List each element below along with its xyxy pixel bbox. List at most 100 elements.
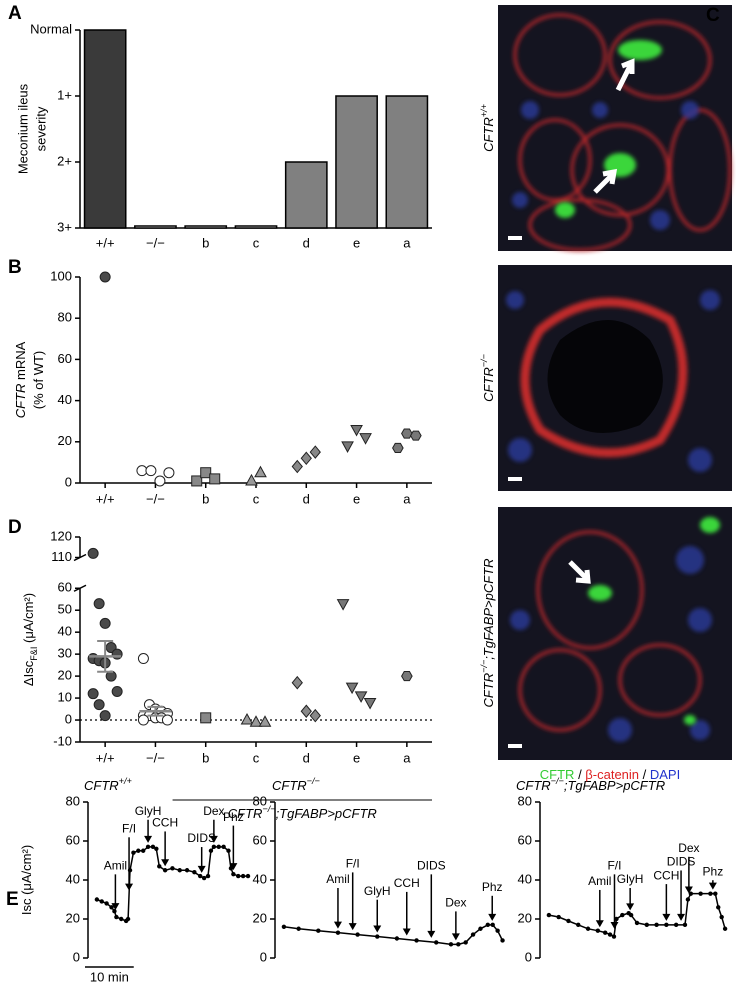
trace-point — [698, 891, 703, 896]
trace-point — [94, 897, 100, 902]
trace-point — [150, 844, 156, 850]
annotation: CCH — [394, 876, 420, 890]
point — [291, 675, 303, 690]
trace-point — [375, 934, 380, 939]
text-part: −/− — [479, 660, 489, 673]
y-tick-label: 20 — [518, 910, 532, 925]
trace-point — [485, 922, 491, 928]
point — [137, 714, 149, 726]
point — [245, 473, 258, 486]
micrograph — [498, 507, 732, 760]
trace-point — [201, 875, 207, 881]
trace-point — [198, 873, 203, 879]
text-part: −/− — [479, 354, 489, 367]
arrow-head — [197, 865, 206, 873]
trace-point — [546, 912, 552, 918]
y-tick-label: 80 — [58, 310, 72, 325]
annotation: Phz — [223, 810, 244, 824]
panel-letter: C — [706, 5, 720, 26]
y-tick-label: 100 — [50, 268, 72, 283]
text-part: / — [574, 767, 585, 782]
arrow-head — [144, 835, 153, 843]
trace-point — [281, 924, 287, 929]
image-label: CFTR+/+ — [479, 104, 496, 152]
x-tick-label: b — [202, 235, 209, 250]
point — [137, 653, 149, 665]
text-part: +/+ — [479, 104, 489, 117]
trace-point — [104, 901, 109, 906]
trace-point — [708, 891, 713, 896]
annotation: GlyH — [135, 804, 162, 818]
annotation: CCH — [653, 868, 679, 882]
annotation: F/I — [607, 859, 621, 873]
arrow-head — [595, 920, 604, 928]
y-tick-label: 50 — [58, 602, 72, 617]
text-part: +/+ — [119, 776, 132, 786]
trace-point — [245, 873, 251, 879]
trace-point — [456, 942, 461, 947]
trace-point — [566, 918, 571, 924]
x-tick-label: a — [403, 750, 411, 765]
text-part: −/− — [551, 776, 564, 786]
point — [258, 715, 272, 727]
point — [111, 685, 123, 697]
text-part: CFTR — [84, 778, 119, 793]
y-axis-label: ΔIscF&I (μA/cm²) — [21, 593, 39, 686]
bar — [385, 95, 429, 229]
point — [309, 445, 321, 459]
trace-point — [620, 912, 625, 918]
text-part: Isc (μA/cm²) — [19, 845, 34, 915]
trace-point — [316, 928, 321, 933]
arrow-head — [427, 930, 436, 938]
text-part: CFTR — [481, 117, 496, 152]
trace-point — [145, 844, 151, 850]
arrow-head — [677, 913, 686, 921]
trace-point — [192, 870, 197, 875]
trace-point — [644, 922, 649, 928]
annotation: Dex — [678, 841, 699, 855]
point — [87, 547, 99, 559]
bar — [284, 161, 328, 229]
bar — [184, 225, 228, 229]
y-tick-label: 60 — [58, 580, 72, 595]
trace-point — [205, 873, 211, 879]
point — [359, 433, 372, 445]
panel-letter: A — [8, 3, 22, 24]
arrow-head — [684, 886, 693, 894]
y-tick-label: 80 — [66, 793, 80, 808]
trace-point — [119, 916, 124, 922]
text-part: ΔIsc — [21, 660, 36, 686]
text-part: CFTR — [481, 367, 496, 402]
point — [240, 712, 254, 725]
point — [300, 451, 312, 466]
x-tick-label: −/− — [146, 491, 165, 506]
trace-point — [722, 926, 728, 931]
trace-point — [576, 922, 581, 928]
point — [254, 465, 267, 478]
y-tick-label: 110 — [51, 549, 72, 564]
y-tick-label: 3+ — [57, 219, 72, 234]
trace-point — [688, 891, 694, 896]
trace-point — [140, 848, 146, 853]
point — [154, 475, 166, 487]
text-part: CFTR — [481, 673, 496, 708]
y-tick-label: 1+ — [57, 87, 72, 102]
y-tick-label: 0 — [260, 949, 267, 964]
annotation: DIDS — [187, 831, 216, 845]
annotation: Phz — [703, 864, 724, 878]
y-tick-label: 40 — [253, 871, 267, 886]
point — [309, 708, 321, 723]
point — [345, 682, 359, 695]
point — [354, 691, 368, 703]
trace-point — [184, 868, 190, 873]
annotation: F/I — [122, 821, 136, 835]
x-tick-label: d — [303, 235, 310, 250]
point — [291, 459, 303, 474]
arrow-head — [610, 922, 619, 930]
trace-point — [607, 932, 613, 937]
annotation: Phz — [482, 880, 503, 894]
trace-point — [154, 846, 159, 851]
x-tick-label: b — [202, 491, 209, 506]
trace-point — [713, 891, 718, 896]
text-part: CFTR — [272, 778, 307, 793]
